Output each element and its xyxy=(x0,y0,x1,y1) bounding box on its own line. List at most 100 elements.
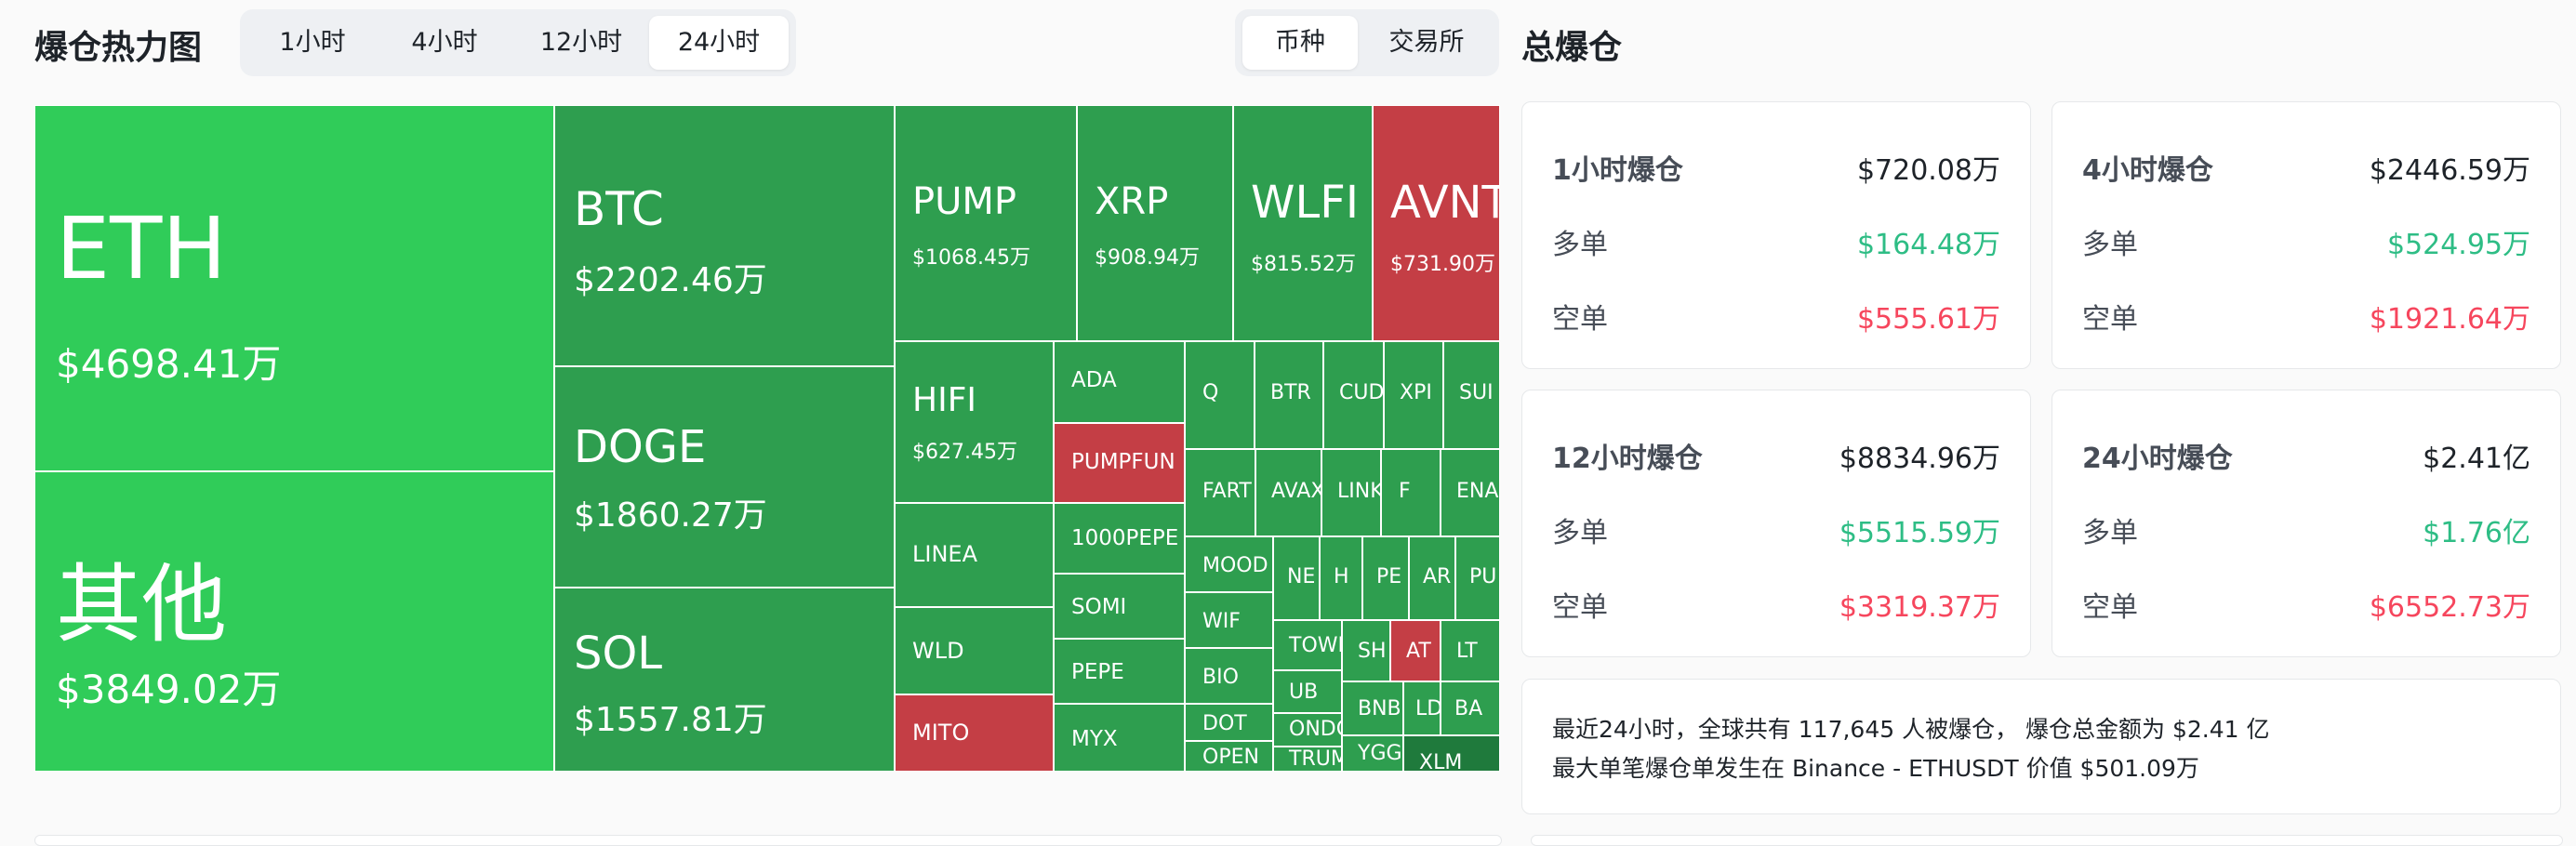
tile-value: $815.52万 xyxy=(1251,253,1356,276)
tile-mito[interactable]: MITO xyxy=(895,694,1054,772)
tile-ub[interactable]: UB xyxy=(1273,670,1342,713)
tile-symbol: LINEA xyxy=(912,541,977,567)
tile-btc[interactable]: BTC $2202.46万 xyxy=(554,105,895,366)
long-label: 多单 xyxy=(1552,229,1608,261)
tile-doge[interactable]: DOGE $1860.27万 xyxy=(554,366,895,588)
tile-ar[interactable]: AR xyxy=(1409,536,1455,620)
short-label: 空单 xyxy=(2082,591,2138,624)
tile-value: $3849.02万 xyxy=(56,667,282,712)
tile-h[interactable]: H xyxy=(1320,536,1362,620)
short-value: $6552.73万 xyxy=(2369,591,2530,624)
tile-ygg[interactable]: YGG xyxy=(1342,735,1403,772)
tab-12h[interactable]: 12小时 xyxy=(539,28,623,57)
tile-symbol: XRP xyxy=(1095,180,1169,223)
tile-dot[interactable]: DOT xyxy=(1185,704,1273,741)
short-value: $3319.37万 xyxy=(1839,591,2000,624)
tile-sol[interactable]: SOL $1557.81万 xyxy=(554,588,895,772)
card-total: $2446.59万 xyxy=(2369,154,2530,187)
card-24h: 24小时爆仓 $2.41亿 多单 $1.76亿 空单 $6552.73万 xyxy=(2052,390,2561,657)
tile-q[interactable]: Q xyxy=(1185,341,1255,449)
tile-value: $1860.27万 xyxy=(574,496,767,535)
tile-symbol: BIO xyxy=(1202,666,1239,689)
long-value: $524.95万 xyxy=(2386,229,2530,261)
tile-symbol: WIF xyxy=(1202,610,1241,633)
tile-bio[interactable]: BIO xyxy=(1185,648,1273,704)
tile-town[interactable]: TOWN xyxy=(1273,620,1342,670)
tile-cud[interactable]: CUD xyxy=(1323,341,1384,449)
tab-4h[interactable]: 4小时 xyxy=(411,28,478,57)
tile-pumpfun[interactable]: PUMPFUN xyxy=(1054,423,1185,503)
tile-f[interactable]: F xyxy=(1381,449,1441,536)
tile-wlfi[interactable]: WLFI $815.52万 xyxy=(1233,105,1373,341)
summary-line-1: 最近24小时，全球共有 117,645 人被爆仓， 爆仓总金额为 $2.41 亿 xyxy=(1552,716,2270,743)
card-4h: 4小时爆仓 $2446.59万 多单 $524.95万 空单 $1921.64万 xyxy=(2052,101,2561,369)
tile-ne[interactable]: NE xyxy=(1273,536,1320,620)
tile-symbol: PUMP xyxy=(912,180,1017,223)
tile-wif[interactable]: WIF xyxy=(1185,592,1273,648)
tile-symbol: AVNT xyxy=(1390,177,1500,229)
tile-ba[interactable]: BA xyxy=(1441,681,1500,735)
tile-link[interactable]: LINK xyxy=(1321,449,1381,536)
tile-ld[interactable]: LD xyxy=(1403,681,1441,735)
tile-ada[interactable]: ADA xyxy=(1054,341,1185,423)
tile-somi[interactable]: SOMI xyxy=(1054,574,1185,639)
tile-ena[interactable]: ENA xyxy=(1441,449,1500,536)
tile-pepe[interactable]: PEPE xyxy=(1054,639,1185,704)
tile-sh[interactable]: SH xyxy=(1342,620,1390,681)
summary-card: 最近24小时，全球共有 117,645 人被爆仓， 爆仓总金额为 $2.41 亿… xyxy=(1521,679,2561,814)
tile-at[interactable]: AT xyxy=(1390,620,1441,681)
tile-myx[interactable]: MYX xyxy=(1054,704,1185,772)
tile-1000pepe[interactable]: 1000PEPE xyxy=(1054,503,1185,574)
tile-wld[interactable]: WLD xyxy=(895,607,1054,694)
card-total: $720.08万 xyxy=(1856,154,2000,187)
tile-symbol: PUMPFUN xyxy=(1071,450,1175,474)
tile-ondo[interactable]: ONDO xyxy=(1273,713,1342,747)
short-label: 空单 xyxy=(1552,303,1608,336)
card-label: 24小时爆仓 xyxy=(2082,443,2233,475)
tile-symbol: BTR xyxy=(1270,381,1311,404)
group-tabs: 币种 交易所 xyxy=(1235,9,1499,76)
tile-xlm[interactable]: XLM xyxy=(1403,735,1500,772)
tile-lt[interactable]: LT xyxy=(1441,620,1500,681)
tile-other[interactable]: 其他 $3849.02万 xyxy=(34,471,554,772)
tile-symbol: AVAX xyxy=(1271,480,1321,503)
tile-pump[interactable]: PUMP $1068.45万 xyxy=(895,105,1077,341)
tab-24h[interactable]: 24小时 xyxy=(649,16,789,70)
tile-open[interactable]: OPEN xyxy=(1185,741,1273,772)
tile-bnb[interactable]: BNB xyxy=(1342,681,1403,735)
card-total: $2.41亿 xyxy=(2423,443,2530,475)
tile-symbol: Q xyxy=(1202,381,1219,404)
tile-symbol: MOOD xyxy=(1202,554,1268,577)
next-panel-left xyxy=(34,835,1502,846)
tile-symbol: ADA xyxy=(1071,368,1117,392)
tile-mood[interactable]: MOOD xyxy=(1185,536,1273,592)
tile-symbol: PEPE xyxy=(1071,660,1124,684)
tile-symbol: ENA xyxy=(1456,480,1499,503)
tile-eth[interactable]: ETH $4698.41万 xyxy=(34,105,554,471)
long-label: 多单 xyxy=(2082,517,2138,549)
tile-linea[interactable]: LINEA xyxy=(895,503,1054,607)
tile-avax[interactable]: AVAX xyxy=(1255,449,1321,536)
short-label: 空单 xyxy=(2082,303,2138,336)
tile-fart[interactable]: FART xyxy=(1185,449,1255,536)
tile-value: $1557.81万 xyxy=(574,701,767,739)
tile-hifi[interactable]: HIFI $627.45万 xyxy=(895,341,1054,503)
tile-sui[interactable]: SUI xyxy=(1443,341,1500,449)
tile-symbol: BA xyxy=(1454,697,1483,720)
tile-btr[interactable]: BTR xyxy=(1255,341,1323,449)
card-label: 1小时爆仓 xyxy=(1552,154,1683,187)
tab-coin[interactable]: 币种 xyxy=(1242,16,1358,70)
tile-symbol: NE xyxy=(1287,565,1316,588)
tile-avnt[interactable]: AVNT $731.90万 xyxy=(1373,105,1500,341)
tile-symbol: MITO xyxy=(912,720,970,746)
tile-pe[interactable]: PE xyxy=(1362,536,1409,620)
long-label: 多单 xyxy=(2082,229,2138,261)
tile-trum[interactable]: TRUM xyxy=(1273,747,1342,772)
tile-symbol: XPI xyxy=(1400,381,1432,404)
tab-exchange[interactable]: 交易所 xyxy=(1388,28,1465,57)
tile-xpi[interactable]: XPI xyxy=(1384,341,1443,449)
tile-pu[interactable]: PU xyxy=(1455,536,1500,620)
tile-xrp[interactable]: XRP $908.94万 xyxy=(1077,105,1233,341)
tab-1h[interactable]: 1小时 xyxy=(279,28,346,57)
tile-symbol: BNB xyxy=(1358,697,1401,720)
